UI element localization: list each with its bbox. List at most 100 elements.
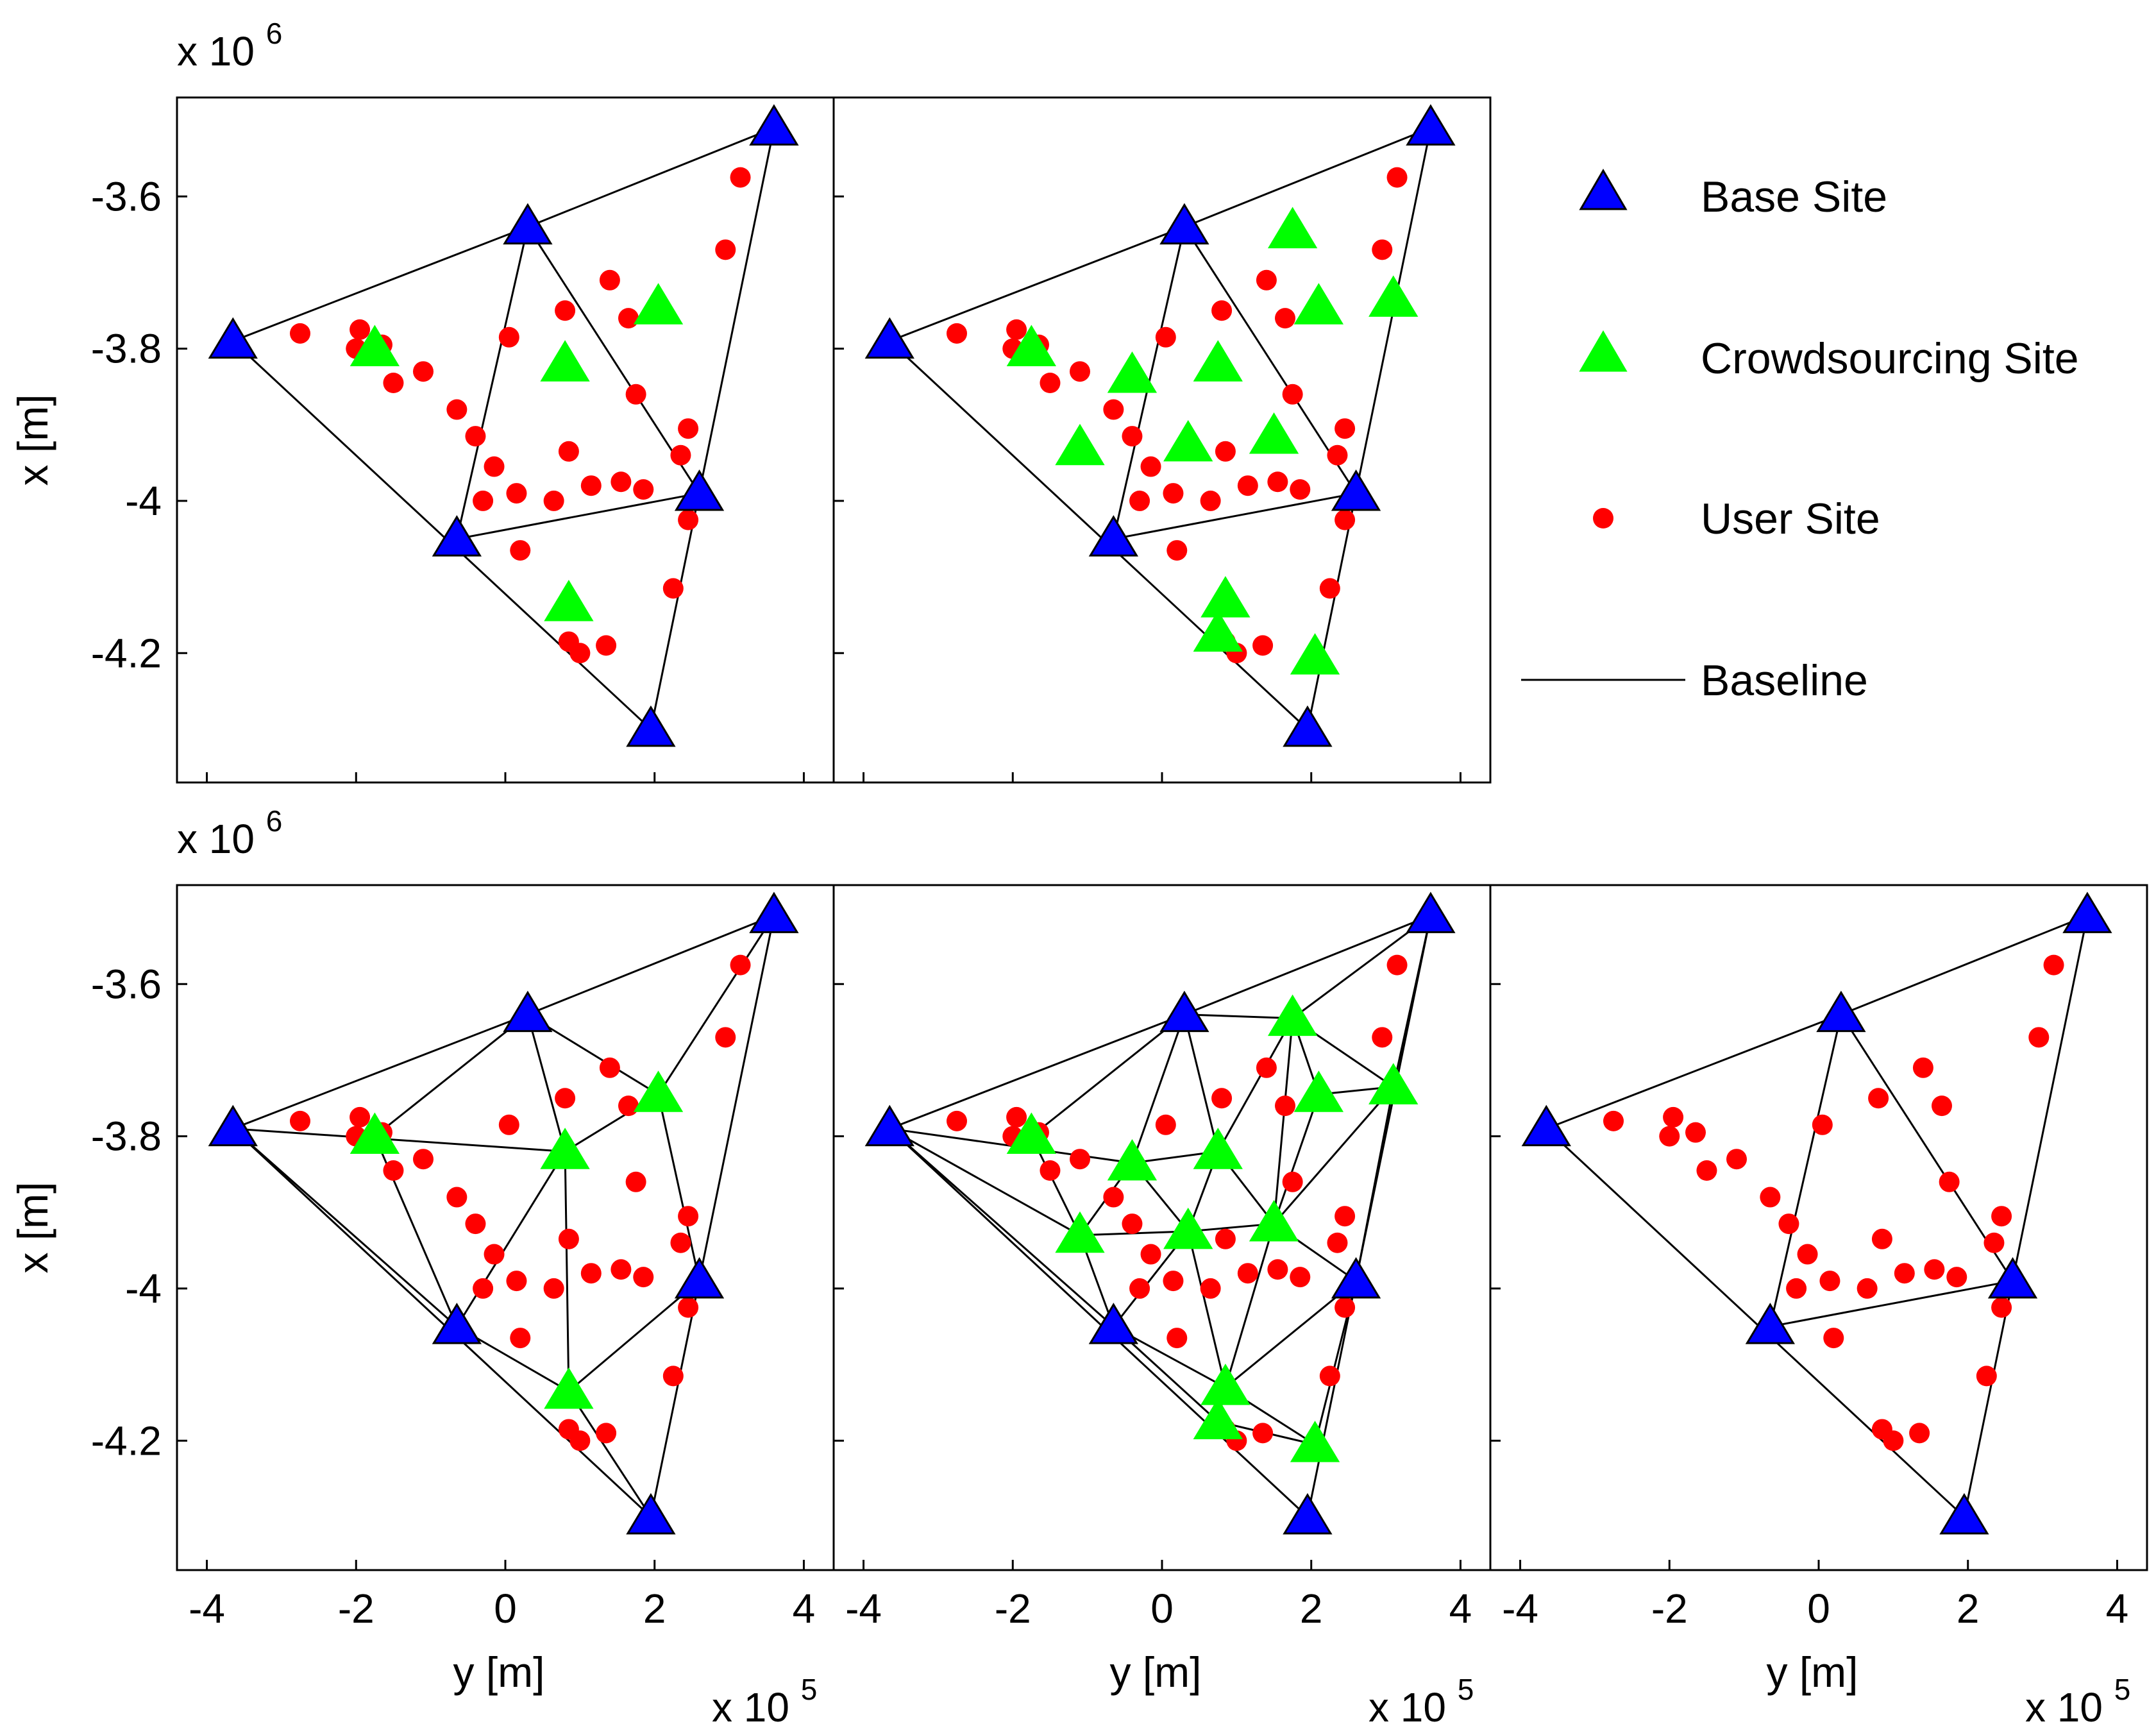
user-site xyxy=(1256,269,1277,291)
x-tick-label: 4 xyxy=(2106,1585,2129,1632)
x-tick-label: 0 xyxy=(1150,1585,1174,1632)
y-tick-label: -3.6 xyxy=(91,961,162,1007)
user-site xyxy=(1215,1228,1236,1249)
user-site xyxy=(1819,1271,1840,1292)
plot-frame xyxy=(832,884,1492,1571)
crowdsourcing-site xyxy=(1107,351,1158,393)
user-site xyxy=(1386,954,1408,976)
baseline xyxy=(1273,1086,1394,1225)
user-site xyxy=(1760,1187,1781,1208)
svg-text:x 10 5: x 10 5 xyxy=(712,1673,817,1730)
user-site xyxy=(596,1423,617,1444)
crowdsourcing-site xyxy=(1193,340,1243,382)
plot-area xyxy=(208,104,799,747)
base-site xyxy=(432,515,482,557)
user-site xyxy=(1659,1126,1680,1147)
legend-base-label: Base Site xyxy=(1701,173,1887,221)
legend-item-crowdsourcing-site: Crowdsourcing Site xyxy=(1579,330,2079,383)
x-tick-label: 4 xyxy=(793,1585,816,1632)
crowdsourcing-site xyxy=(1163,1207,1213,1249)
user-site xyxy=(510,1328,531,1349)
user-site xyxy=(1122,426,1143,447)
baseline xyxy=(1840,1013,2014,1281)
y-exponent-bottom: x 10 6 xyxy=(177,804,282,862)
x-exponent-middle: x 10 5 xyxy=(1369,1673,1474,1730)
crowdsourcing-site xyxy=(1290,1421,1340,1462)
user-site xyxy=(569,1430,591,1451)
y-tick-label: -3.6 xyxy=(91,173,162,219)
user-site xyxy=(2028,1027,2050,1048)
baseline xyxy=(1769,1014,1842,1327)
user-site xyxy=(715,1027,736,1048)
baseline xyxy=(1224,1280,1357,1389)
crowdsourcing-site xyxy=(1193,610,1243,652)
base-site xyxy=(1406,892,1456,933)
user-site xyxy=(1040,1160,1061,1181)
user-site xyxy=(558,1228,579,1249)
user-site xyxy=(1823,1328,1844,1349)
user-site xyxy=(555,1088,576,1109)
user-site xyxy=(1282,384,1303,405)
y-tick-label: -3.8 xyxy=(91,326,162,372)
user-site xyxy=(1155,326,1176,348)
baseline xyxy=(889,1128,1308,1518)
baseline xyxy=(564,1151,570,1392)
user-site xyxy=(633,1267,654,1288)
user-site xyxy=(1932,1095,1952,1117)
x-axis-label-middle: y [m] xyxy=(1110,1648,1202,1696)
user-site xyxy=(947,1110,967,1131)
user-site xyxy=(1939,1171,1960,1192)
user-site xyxy=(1166,1328,1188,1349)
baseline xyxy=(1131,1014,1186,1163)
baseline xyxy=(1392,915,1432,1087)
user-site xyxy=(1267,471,1288,493)
baseline xyxy=(1545,1128,1965,1518)
user-site xyxy=(1991,1206,2012,1227)
user-site xyxy=(543,490,564,511)
y-exponent-power: 6 xyxy=(266,804,283,838)
user-site xyxy=(1797,1244,1818,1265)
user-site xyxy=(599,1057,620,1078)
x-exponent-prefix: x 10 xyxy=(2025,1684,2103,1730)
panel-bottom-middle: -4 -2 0 2 4 xyxy=(832,884,1492,1632)
baseline xyxy=(1217,1017,1293,1153)
base-site xyxy=(749,892,799,933)
user-site xyxy=(1200,1278,1221,1299)
crowdsourcing-site xyxy=(633,283,684,325)
user-site xyxy=(290,1110,310,1131)
user-site xyxy=(596,635,617,656)
user-site xyxy=(383,373,404,393)
user-site xyxy=(569,643,591,664)
base-site xyxy=(1088,1303,1139,1344)
crowdsourcing-site xyxy=(350,1112,400,1154)
plot-frame xyxy=(176,96,835,784)
user-site xyxy=(558,441,579,462)
user-site xyxy=(599,269,620,291)
base-site xyxy=(1159,990,1209,1033)
x-axis-label-right: y [m] xyxy=(1767,1648,1858,1696)
user-site xyxy=(1327,444,1348,466)
user-site xyxy=(670,1232,691,1253)
user-site xyxy=(1909,1423,1930,1444)
y-tick-label: -3.8 xyxy=(91,1113,162,1160)
base-site xyxy=(1939,1492,1989,1535)
panel-top-left: -3.6 -3.8 -4 -4.2 xyxy=(91,96,835,784)
baseline xyxy=(650,128,775,730)
plot-area xyxy=(208,892,799,1535)
user-site xyxy=(1924,1259,1945,1280)
user-site xyxy=(1290,479,1311,500)
user-site xyxy=(1163,483,1184,504)
base-site xyxy=(1745,1303,1796,1344)
plot-area xyxy=(864,104,1456,747)
crowdsourcing-site xyxy=(1293,283,1344,325)
base-site xyxy=(1816,990,1866,1033)
baseline xyxy=(1184,1013,1293,1020)
user-site xyxy=(1726,1149,1747,1170)
user-site xyxy=(1129,1278,1150,1299)
baseline xyxy=(889,226,1185,342)
user-site xyxy=(473,1278,494,1299)
baseline xyxy=(568,1391,652,1517)
crowdsourcing-site xyxy=(1249,1199,1299,1242)
baseline xyxy=(657,915,775,1095)
